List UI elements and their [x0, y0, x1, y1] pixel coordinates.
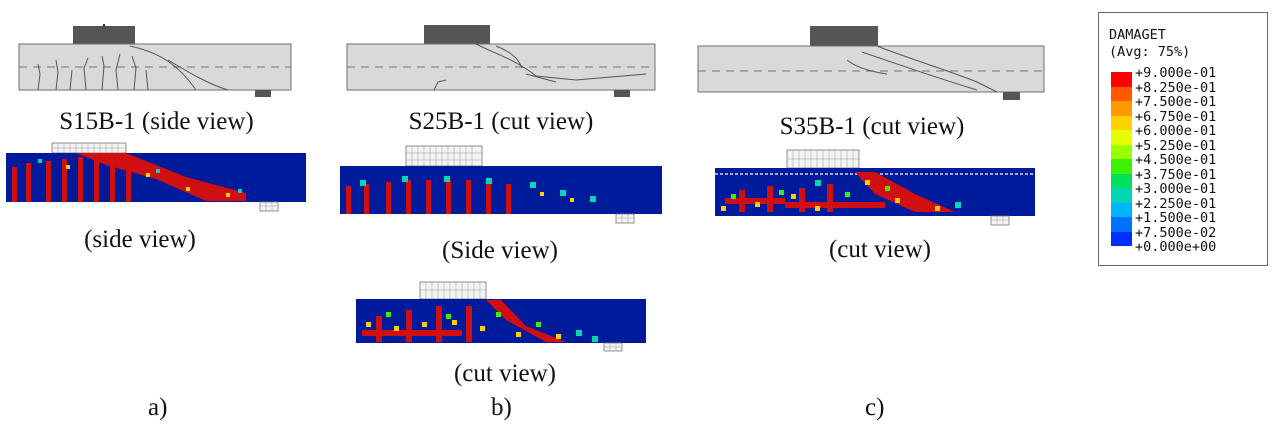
- legend-swatch: [1111, 115, 1132, 130]
- damage-legend: DAMAGET (Avg: 75%) +9.000e-01 +8.250e-01 +…: [1098, 12, 1268, 266]
- photo-caption-c: S35B-1 (cut view): [779, 113, 965, 140]
- photo-caption-a: S15B-1 (side view): [59, 108, 254, 135]
- legend-level-label: +9.000e-01: [1135, 65, 1217, 81]
- legend-swatch: [1111, 130, 1132, 145]
- beam-photo-b: [346, 25, 656, 97]
- fem-side-view-a: [6, 142, 306, 212]
- legend-level-label: +7.500e-01: [1135, 94, 1217, 110]
- fem-caption-b-side: (Side view): [442, 237, 558, 264]
- legend-level-label: +2.250e-01: [1135, 195, 1217, 212]
- beam-photo-c: [697, 26, 1045, 100]
- legend-swatch: [1111, 144, 1132, 159]
- fem-caption-c-cut: (cut view): [828, 236, 932, 263]
- beam-photo-a: [18, 24, 292, 97]
- legend-color-scale: +9.000e-01 +8.250e-01 +7.500e-01 +6.750e-01…: [1111, 65, 1261, 255]
- fem-cut-view-c: [715, 149, 1035, 226]
- legend-level-label: +4.500e-01: [1135, 152, 1217, 168]
- legend-swatch: [1111, 188, 1132, 203]
- legend-swatch: [1111, 101, 1132, 116]
- legend-level-label: +6.750e-01: [1135, 108, 1217, 125]
- fem-caption-b-cut: (cut view): [453, 360, 557, 387]
- legend-level-label: +3.000e-01: [1135, 181, 1217, 197]
- legend-level-label: +6.000e-01: [1135, 123, 1217, 139]
- photo-caption-b: S25B-1 (cut view): [408, 108, 594, 135]
- legend-swatch: [1111, 72, 1132, 87]
- legend-swatch: [1111, 173, 1132, 188]
- fem-side-view-b: [340, 145, 662, 224]
- legend-swatch: [1111, 86, 1132, 101]
- legend-swatch: [1111, 159, 1132, 174]
- legend-level-label: +5.250e-01: [1135, 137, 1217, 154]
- fem-caption-a-side: (side view): [84, 226, 196, 253]
- panel-letter-b: b): [491, 394, 512, 421]
- legend-level-label: +3.750e-01: [1135, 166, 1217, 183]
- legend-swatch: [1111, 217, 1132, 232]
- legend-title-line2: (Avg: 75%): [1109, 44, 1191, 60]
- legend-level-label: +8.250e-01: [1135, 79, 1217, 96]
- panel-letter-a: a): [148, 394, 168, 421]
- legend-title-line1: DAMAGET: [1109, 27, 1166, 43]
- legend-swatch: [1111, 202, 1132, 217]
- legend-level-label: +0.000e+00: [1135, 239, 1217, 255]
- panel-letter-c: c): [865, 394, 885, 421]
- legend-level-label: +7.500e-02: [1135, 224, 1217, 241]
- fem-cut-view-b: [356, 281, 646, 352]
- legend-level-label: +1.500e-01: [1135, 210, 1217, 226]
- legend-swatch: [1111, 231, 1132, 246]
